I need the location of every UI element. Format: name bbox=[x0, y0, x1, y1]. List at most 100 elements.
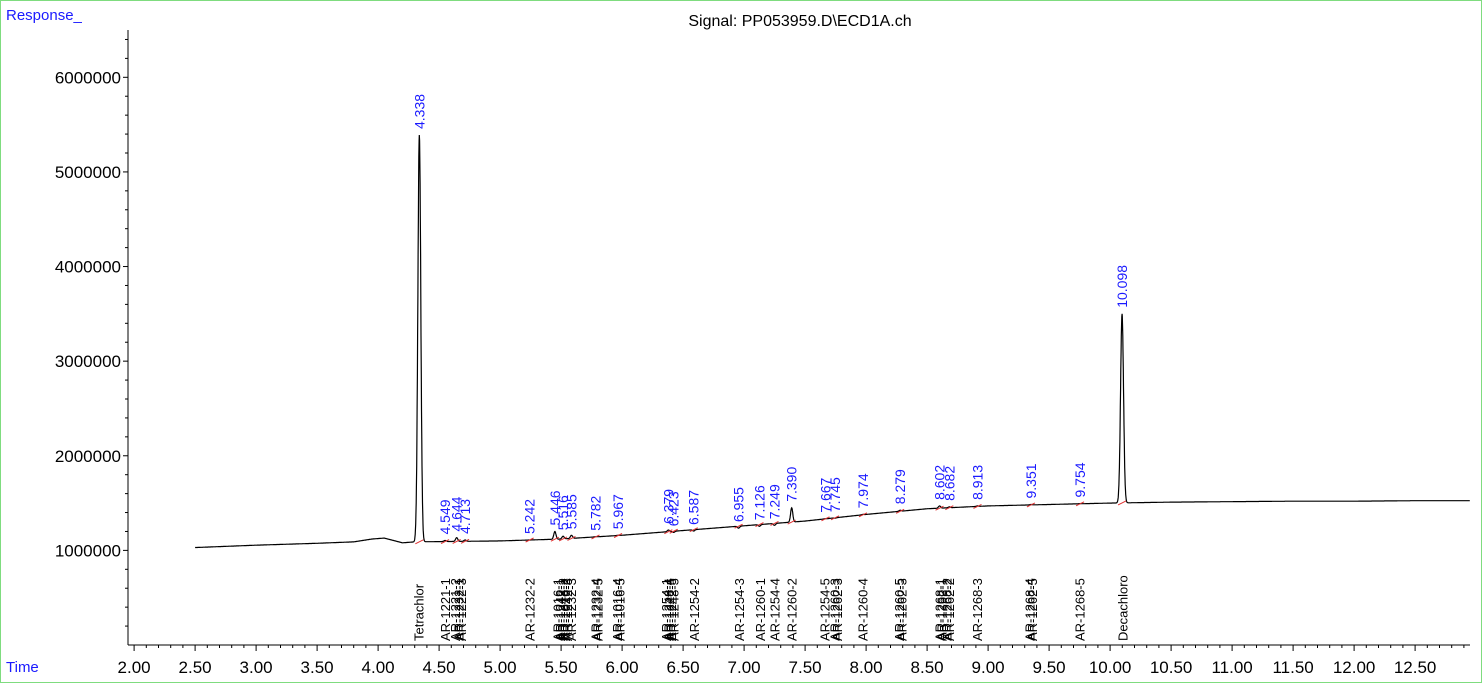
peak-label: 6.423 bbox=[666, 491, 682, 526]
baseline-mark bbox=[858, 512, 868, 518]
compound-label: AR-1268-3 bbox=[970, 578, 985, 641]
x-tick-label: 11.00 bbox=[1211, 658, 1252, 677]
peak-label: 5.967 bbox=[610, 494, 626, 529]
baseline-mark bbox=[935, 505, 944, 511]
x-tick-label: 12.00 bbox=[1333, 658, 1376, 677]
compound-label: AR-1254-5 bbox=[818, 578, 833, 641]
peak-label: 9.351 bbox=[1023, 463, 1039, 498]
compound-label: AR-1221-2 bbox=[448, 578, 463, 641]
peak-label: 5.242 bbox=[522, 499, 538, 534]
peak-label: 4.713 bbox=[457, 499, 473, 534]
y-tick-label: 4000000 bbox=[55, 258, 121, 277]
baseline-mark bbox=[613, 533, 623, 538]
compound-label: AR-1260-1 bbox=[753, 578, 768, 641]
compound-label: AR-1016-2 bbox=[558, 578, 573, 641]
peak-label: 8.913 bbox=[970, 465, 986, 500]
compound-label: AR-1268-1 bbox=[932, 578, 947, 641]
peak-label: 4.549 bbox=[437, 499, 453, 534]
compound-label: AR-1016-1 bbox=[550, 578, 565, 641]
compound-label: AR-1248-2 bbox=[555, 578, 570, 641]
baseline-mark bbox=[440, 539, 450, 544]
x-tick-label: 4.50 bbox=[423, 658, 456, 677]
peak-label: 9.754 bbox=[1072, 462, 1088, 497]
y-axis-label: Response_ bbox=[6, 7, 82, 24]
peak-label: 10.098 bbox=[1114, 265, 1130, 308]
compound-label: AR-1232-3 bbox=[564, 578, 579, 641]
peak-label: 8.682 bbox=[941, 466, 957, 501]
y-tick-label: 1000000 bbox=[55, 541, 121, 560]
x-tick-label: 2.00 bbox=[118, 658, 151, 677]
y-tick-label: 3000000 bbox=[55, 352, 121, 371]
peak-label: 7.390 bbox=[784, 467, 800, 502]
peak-label: 6.955 bbox=[731, 487, 747, 522]
baseline-mark bbox=[1026, 502, 1036, 508]
x-tick-label: 3.50 bbox=[301, 658, 334, 677]
peak-label: 5.516 bbox=[555, 495, 571, 530]
x-tick-label: 2.50 bbox=[179, 658, 212, 677]
peak-label: 7.249 bbox=[767, 484, 783, 519]
baseline-mark bbox=[664, 529, 673, 535]
compound-label: AR-1222-3 bbox=[454, 578, 469, 641]
compound-label: AR-1016-4 bbox=[610, 578, 625, 641]
peak-label: 7.745 bbox=[827, 477, 843, 512]
compound-label: AR-1232-5 bbox=[591, 578, 606, 641]
compound-label: AR-1260-2 bbox=[785, 578, 800, 641]
x-tick-label: 9.50 bbox=[1033, 658, 1066, 677]
baseline-mark bbox=[452, 538, 461, 544]
peak-label: 8.279 bbox=[892, 469, 908, 504]
compound-label: AR-1262-2 bbox=[942, 578, 957, 641]
baseline-mark bbox=[945, 505, 954, 511]
x-tick-label: 4.00 bbox=[362, 658, 395, 677]
x-tick-label: 7.00 bbox=[728, 658, 761, 677]
compound-label: AR-1260-3 bbox=[827, 578, 842, 641]
peak-label: 8.602 bbox=[932, 465, 948, 500]
x-tick-label: 5.00 bbox=[484, 658, 517, 677]
compound-label: AR-1260-5 bbox=[892, 578, 907, 641]
baseline-mark bbox=[689, 527, 698, 533]
x-tick-label: 10.50 bbox=[1150, 658, 1193, 677]
baseline-mark bbox=[415, 539, 424, 545]
x-tick-label: 9.00 bbox=[972, 658, 1005, 677]
baseline-mark bbox=[567, 535, 576, 541]
compound-label: AR-1232-1 bbox=[452, 578, 467, 641]
peak-label: 4.644 bbox=[449, 496, 465, 531]
peak-label: 7.667 bbox=[818, 477, 834, 512]
x-tick-label: 8.50 bbox=[911, 658, 944, 677]
y-tick-label: 2000000 bbox=[55, 447, 121, 466]
x-tick-label: 11.50 bbox=[1272, 658, 1313, 677]
baseline-mark bbox=[1075, 501, 1085, 507]
baseline-mark bbox=[973, 503, 982, 509]
peak-label: 4.338 bbox=[411, 94, 427, 129]
x-tick-label: 8.00 bbox=[850, 658, 883, 677]
compound-label: AR-1262-3 bbox=[895, 578, 910, 641]
x-tick-label: 7.50 bbox=[789, 658, 822, 677]
compound-label: AR-1268-2 bbox=[940, 578, 955, 641]
x-tick-label: 5.50 bbox=[545, 658, 578, 677]
baseline-mark bbox=[830, 515, 840, 521]
compound-label: AR-1242-1 bbox=[553, 578, 568, 641]
x-tick-label: 12.50 bbox=[1394, 658, 1437, 677]
compound-label: Decachloro bbox=[1115, 575, 1130, 641]
baseline-mark bbox=[591, 534, 600, 540]
signal-trace bbox=[195, 134, 1470, 549]
x-tick-label: 6.50 bbox=[667, 658, 700, 677]
x-tick-label: 10.00 bbox=[1089, 658, 1132, 677]
peak-label: 5.585 bbox=[564, 494, 580, 529]
baseline-mark bbox=[755, 522, 764, 528]
peak-label: 7.974 bbox=[855, 473, 871, 508]
x-tick-label: 3.00 bbox=[240, 658, 273, 677]
baseline-mark bbox=[669, 528, 678, 534]
baseline-mark bbox=[787, 519, 796, 525]
compound-label: AR-1268-4 bbox=[1023, 578, 1038, 641]
compound-label: AR-1248-4 bbox=[662, 578, 677, 641]
peak-label: 5.446 bbox=[547, 490, 563, 525]
baseline-mark bbox=[1117, 500, 1127, 506]
chart-title: Signal: PP053959.D\ECD1A.ch bbox=[688, 13, 912, 30]
compound-label: AR-1254-4 bbox=[768, 578, 783, 641]
baseline-mark bbox=[550, 536, 560, 542]
compound-label: AR-1248-5 bbox=[666, 578, 681, 641]
compound-label: AR-1262-1 bbox=[935, 578, 950, 641]
compound-label: AR-1221-1 bbox=[438, 578, 453, 641]
compound-label: AR-1242-3 bbox=[560, 578, 575, 641]
